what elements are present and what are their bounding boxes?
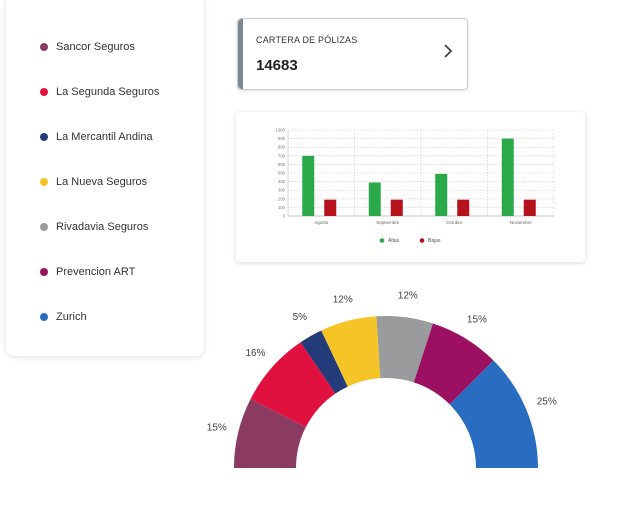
legend-label: La Mercantil Andina [56, 131, 153, 143]
legend-item: Prevencion ART [40, 264, 135, 280]
legend-item: La Nueva Seguros [40, 174, 147, 190]
insurer-share-chart: 15% 16% 5% 12% 12% 15% 25% [190, 290, 610, 490]
policy-portfolio-card[interactable]: CARTERA DE PÓLIZAS 14683 [237, 18, 468, 90]
bar-bajas[interactable] [390, 199, 403, 216]
altas-bajas-bar-chart: 0 100 200 300 400 500 600 700 800 900 1000 Agosto Se… [276, 128, 555, 244]
legend-item: Rivadavia Seguros [40, 219, 148, 235]
x-tick-label: Agosto [314, 220, 329, 225]
donut-slice[interactable] [376, 316, 433, 383]
y-tick-label: 100 [278, 205, 286, 210]
bar-altas[interactable] [501, 138, 514, 216]
y-tick-label: 1000 [276, 128, 286, 133]
policy-card-title: CARTERA DE PÓLIZAS [256, 35, 358, 45]
donut-slice[interactable] [234, 398, 306, 468]
y-tick-label: 700 [278, 153, 286, 158]
y-tick-label: 300 [278, 188, 286, 193]
bar-altas[interactable] [435, 173, 448, 216]
insurer-legend-card: Sancor Seguros La Segunda Seguros La Merca… [6, 0, 204, 356]
legend-item: Zurich [40, 309, 87, 325]
donut-slice-label: 25% [537, 396, 557, 407]
donut-slice[interactable] [250, 342, 336, 428]
y-tick-label: 0 [283, 214, 286, 219]
bar-bajas[interactable] [523, 199, 536, 216]
legend-color-dot [40, 178, 48, 186]
bar-altas[interactable] [302, 155, 315, 216]
y-tick-label: 400 [278, 179, 286, 184]
bar-bajas[interactable] [457, 199, 470, 216]
x-tick-label: Noviembre [510, 220, 532, 225]
legend-label: Sancor Seguros [56, 41, 135, 53]
chart-legend-label[interactable]: Bajas [428, 238, 441, 244]
legend-color-dot [40, 268, 48, 276]
card-accent-bar [238, 19, 243, 89]
chart-legend-marker [379, 238, 385, 243]
x-tick-label: Septiembre [376, 220, 400, 225]
donut-slice-label: 12% [398, 290, 418, 301]
y-tick-label: 900 [278, 136, 286, 141]
legend-label: Prevencion ART [56, 266, 136, 278]
bar-altas[interactable] [368, 182, 381, 216]
legend-item: La Segunda Seguros [40, 84, 159, 100]
legend-color-dot [40, 43, 48, 51]
donut-slice[interactable] [321, 316, 381, 387]
altas-bajas-chart-card: 0 100 200 300 400 500 600 700 800 900 1000 Agosto Se… [236, 112, 585, 262]
y-tick-label: 800 [278, 145, 286, 150]
legend-label: Zurich [56, 311, 87, 323]
x-tick-label: Octubre [446, 220, 463, 225]
legend-label: Rivadavia Seguros [56, 221, 149, 233]
legend-label: La Segunda Seguros [56, 86, 160, 98]
donut-slice-label: 16% [245, 348, 265, 359]
y-tick-label: 500 [278, 171, 286, 176]
legend-label: La Nueva Seguros [56, 176, 148, 188]
donut-slice-label: 15% [467, 315, 487, 326]
y-tick-label: 200 [278, 196, 286, 201]
legend-color-dot [40, 313, 48, 321]
chart-legend-label[interactable]: Altas [388, 238, 400, 244]
chart-legend-marker [419, 238, 425, 243]
legend-color-dot [40, 223, 48, 231]
chevron-right-icon[interactable] [443, 43, 453, 64]
legend-item: Sancor Seguros [40, 39, 135, 55]
donut-slice[interactable] [300, 330, 348, 394]
donut-slice-label: 15% [207, 422, 227, 433]
donut-slice[interactable] [449, 360, 538, 468]
policy-count: 14683 [256, 57, 298, 74]
donut-slice-label: 5% [293, 312, 308, 323]
donut-slice-label: 12% [333, 294, 353, 305]
y-tick-label: 600 [278, 162, 286, 167]
legend-item: La Mercantil Andina [40, 129, 153, 145]
donut-slice[interactable] [413, 323, 494, 405]
legend-color-dot [40, 133, 48, 141]
insurer-share-donut: 15% 16% 5% 12% 12% 15% 25% [207, 290, 557, 468]
bar-bajas[interactable] [324, 199, 337, 216]
legend-color-dot [40, 88, 48, 96]
